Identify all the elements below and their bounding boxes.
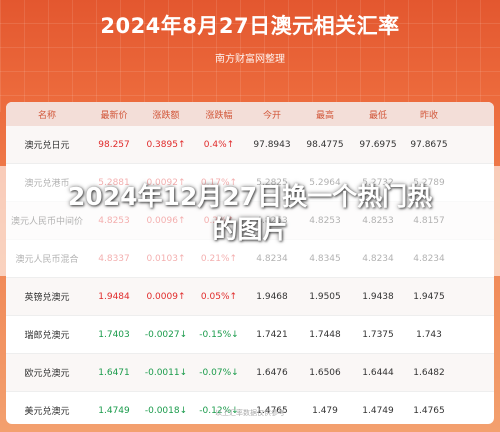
cell-high: 1.6506 (309, 367, 341, 378)
cell-prev: 1.743 (416, 329, 442, 340)
table-row: 瑞郎兑澳元 1.7403 -0.0027↓ -0.15%↓ 1.7421 1.7448 1.… (6, 316, 494, 354)
cell-open: 1.4765 (256, 405, 288, 416)
table-row: 欧元兑澳元 1.6471 -0.0011↓ -0.07%↓ 1.6476 1.6506 1.… (6, 354, 494, 392)
cell-prev: 1.9475 (413, 291, 445, 302)
cell-open: 97.8943 (253, 139, 291, 150)
overlay-line-1: 2024年12月27日换一个热门热 (67, 182, 433, 211)
cell-pct: 0.4%↑ (203, 139, 235, 150)
cell-open: 1.7421 (256, 329, 288, 340)
cell-low: 1.4749 (362, 405, 394, 416)
column-header: 名称 (37, 110, 56, 121)
overlay-band (0, 166, 500, 276)
cell-high: 1.7448 (309, 329, 341, 340)
cell-chg: 0.0009↑ (146, 291, 186, 302)
cell-low: 1.9438 (362, 291, 394, 302)
cell-pct: -0.07%↓ (199, 367, 239, 378)
cell-open: 1.6476 (256, 367, 288, 378)
cell-prev: 1.4765 (413, 405, 445, 416)
cell-chg: -0.0027↓ (144, 329, 188, 340)
cell-low: 1.7375 (362, 329, 394, 340)
table-row: 英镑兑澳元 1.9484 0.0009↑ 0.05%↑ 1.9468 1.9505 1.94… (6, 278, 494, 316)
footer-note: 以上汇率数据仅供参考 (215, 409, 285, 417)
cell-high: 98.4775 (306, 139, 344, 150)
cell-name: 英镑兑澳元 (24, 293, 70, 303)
cell-pct: -0.15%↓ (199, 329, 239, 340)
table-row: 美元兑澳元 1.4749 -0.0018↓ -0.12%↓ 1.4765 1.479 1.4… (6, 392, 494, 424)
cell-high: 1.479 (312, 405, 338, 416)
column-header: 最新价 (100, 110, 128, 121)
cell-low: 97.6975 (359, 139, 397, 150)
cell-prev: 97.8675 (410, 139, 448, 150)
cell-high: 1.9505 (309, 291, 341, 302)
cell-last: 1.9484 (98, 291, 130, 302)
cell-low: 1.6444 (362, 367, 394, 378)
column-header: 涨跌幅 (205, 110, 233, 121)
cell-name: 美元兑澳元 (24, 407, 70, 417)
column-header: 今开 (262, 110, 281, 121)
table-row: 澳元兑日元 98.257 0.3895↑ 0.4%↑ 97.8943 98.4775 97.… (6, 126, 494, 164)
column-header: 昨收 (419, 110, 438, 121)
page-title: 2024年8月27日澳元相关汇率 (100, 14, 400, 38)
cell-pct: 0.05%↑ (200, 291, 238, 302)
overlay-line-2: 的图片 (212, 215, 288, 244)
cell-pct: -0.12%↓ (199, 405, 239, 416)
cell-name: 澳元兑日元 (24, 141, 70, 151)
overlay-caption: 2024年12月27日换一个热门热 的图片 (0, 180, 500, 246)
column-header: 最高 (315, 110, 334, 121)
column-header: 最低 (368, 110, 387, 121)
cell-chg: -0.0011↓ (144, 367, 188, 378)
cell-last: 1.7403 (98, 329, 130, 340)
cell-last: 1.4749 (98, 405, 130, 416)
cell-prev: 1.6482 (413, 367, 445, 378)
cell-chg: -0.0018↓ (144, 405, 188, 416)
table-header: 名称 最新价 涨跌额 涨跌幅 今开 最高 最低 昨收 (6, 102, 494, 126)
cell-last: 98.257 (98, 139, 130, 150)
column-header: 涨跌额 (152, 110, 180, 121)
cell-name: 欧元兑澳元 (24, 369, 70, 379)
cell-last: 1.6471 (98, 367, 130, 378)
cell-chg: 0.3895↑ (146, 139, 186, 150)
page-subtitle: 南方财富网整理 (215, 54, 285, 65)
cell-open: 1.9468 (256, 291, 288, 302)
cell-name: 瑞郎兑澳元 (24, 331, 70, 341)
